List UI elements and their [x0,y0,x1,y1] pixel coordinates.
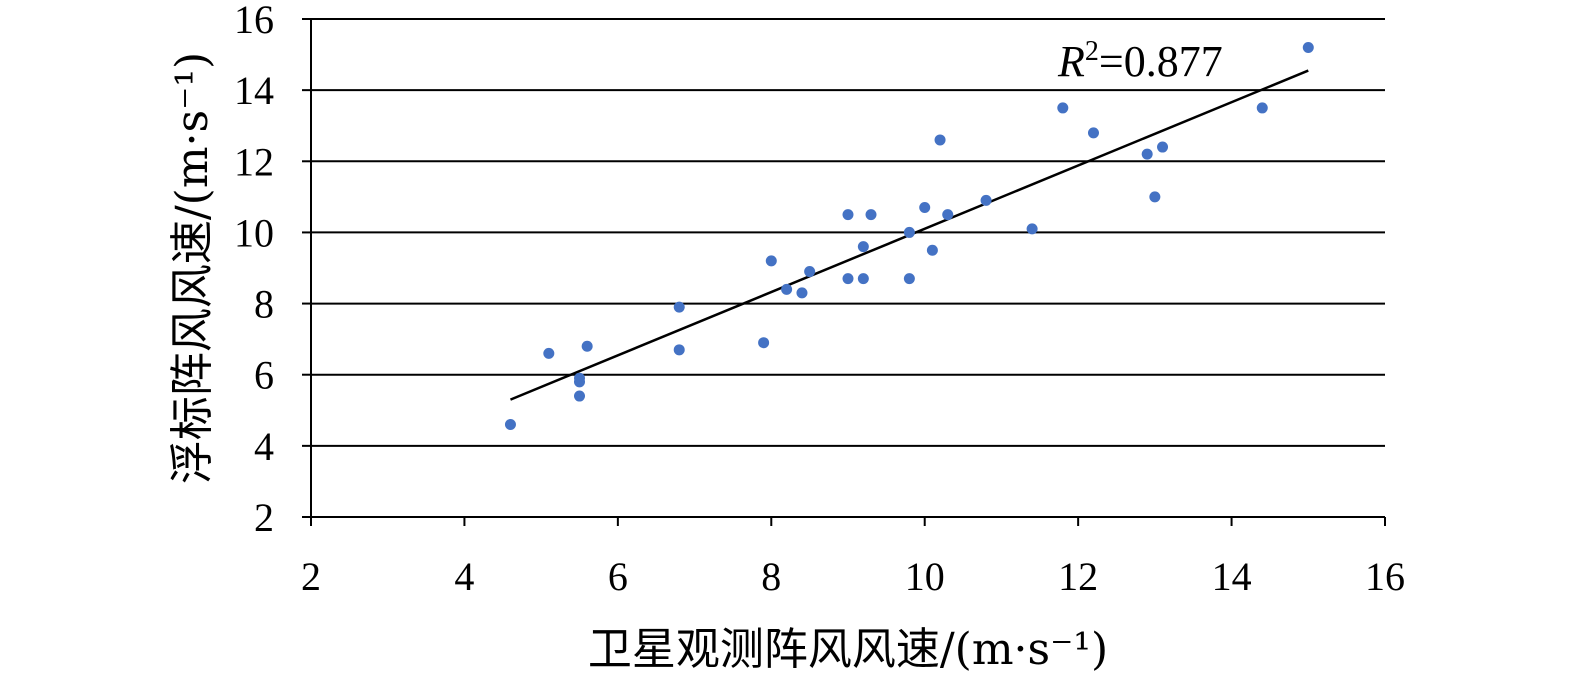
data-point-26 [1026,223,1038,235]
r-exponent: 2 [1085,36,1099,67]
data-point-1 [504,419,516,431]
data-point-11 [781,283,793,295]
axes [302,18,1386,526]
data-point-19 [903,226,915,238]
x-tick-label-14: 14 [1212,554,1252,599]
data-point-23 [934,134,946,146]
data-point-9 [758,337,770,349]
x-tick-label-12: 12 [1058,554,1098,599]
y-tick-label-16: 16 [234,0,274,42]
x-tick-label-6: 6 [608,554,628,599]
y-tick-label-10: 10 [234,210,274,255]
grid-lines [311,18,1385,447]
tick-labels: 2 4 6 8 10 12 14 16 2 4 6 8 10 12 14 16 [234,0,1405,599]
data-point-33 [1302,41,1314,53]
x-tick-label-4: 4 [454,554,474,599]
data-point-10 [765,255,777,267]
data-point-28 [1087,127,1099,139]
data-point-22 [926,244,938,256]
data-point-15 [842,273,854,285]
r-squared-annotation: R2=0.877 [1057,36,1223,86]
data-point-20 [903,273,915,285]
data-point-32 [1256,102,1268,114]
x-tick-label-2: 2 [301,554,321,599]
data-point-18 [865,209,877,221]
y-tick-label-12: 12 [234,139,274,184]
y-tick-label-6: 6 [254,353,274,398]
data-point-7 [673,301,685,313]
y-axis-title: 浮标阵风风速/(m·s⁻¹) [167,52,218,484]
data-point-27 [1057,102,1069,114]
data-point-4 [574,376,585,388]
data-point-25 [980,194,992,206]
data-point-6 [581,340,593,352]
data-point-31 [1157,141,1169,153]
data-point-2 [543,347,555,359]
r-value: =0.877 [1099,37,1223,86]
data-point-14 [842,209,854,221]
data-point-8 [673,344,685,356]
data-point-16 [857,241,869,253]
y-tick-label-2: 2 [254,495,274,540]
data-point-29 [1141,148,1153,160]
data-point-12 [796,287,808,299]
data-point-5 [574,390,585,402]
data-points [504,41,1314,431]
r-letter: R [1057,37,1085,86]
x-axis-title: 卫星观测阵风风速/(m·s⁻¹) [588,624,1108,675]
y-tick-label-14: 14 [234,68,274,113]
data-point-21 [919,202,931,214]
data-point-17 [857,273,869,285]
y-tick-label-8: 8 [254,282,274,327]
data-point-24 [942,209,954,221]
data-point-13 [804,266,816,278]
x-tick-label-8: 8 [761,554,781,599]
y-tick-label-4: 4 [254,424,274,469]
data-point-30 [1149,191,1161,203]
x-tick-label-16: 16 [1365,554,1405,599]
x-tick-label-10: 10 [905,554,945,599]
